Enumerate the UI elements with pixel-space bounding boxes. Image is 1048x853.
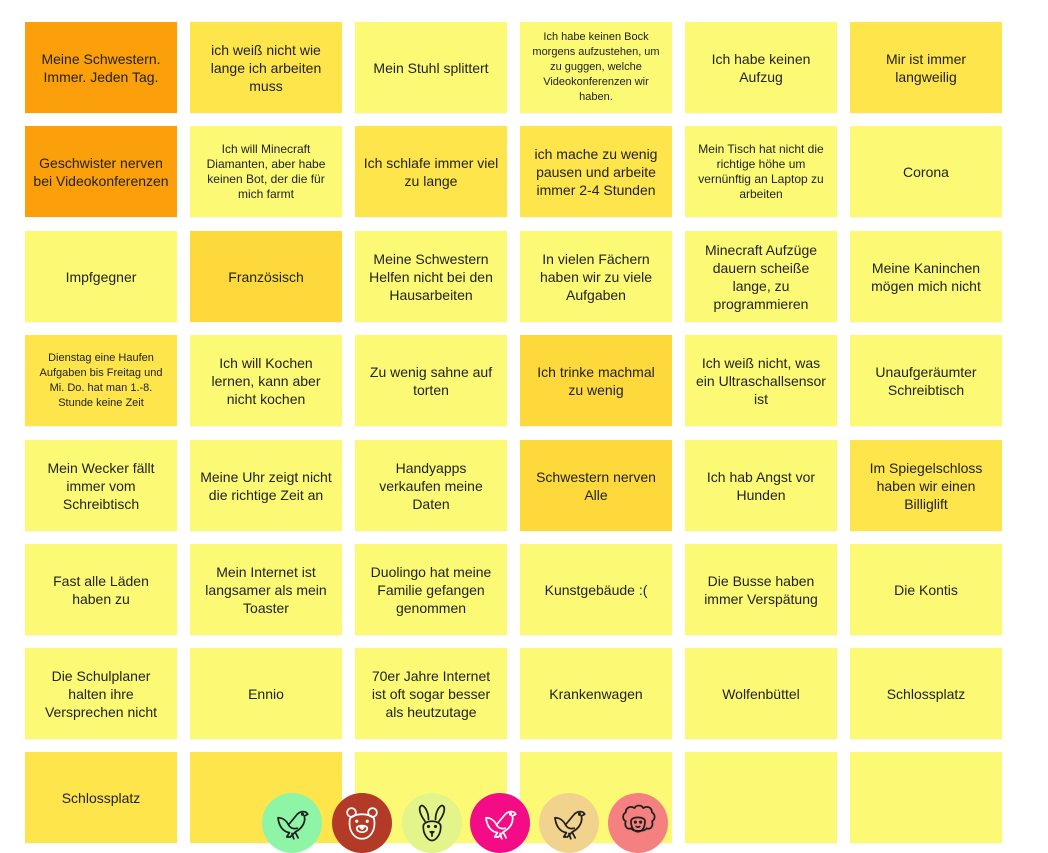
sticky-note[interactable]: Meine Uhr zeigt nicht die richtige Zeit … — [190, 440, 342, 531]
collaborator-avatar[interactable] — [470, 793, 530, 853]
bear-icon — [341, 802, 383, 844]
sticky-note[interactable]: Im Spiegelschloss haben wir einen Billig… — [850, 440, 1002, 531]
sticky-note[interactable]: Meine Schwestern Helfen nicht bei den Ha… — [355, 231, 507, 322]
sticky-note[interactable]: Zu wenig sahne auf torten — [355, 335, 507, 426]
sticky-note[interactable]: Krankenwagen — [520, 648, 672, 739]
sticky-note[interactable]: Die Schulplaner halten ihre Versprechen … — [25, 648, 177, 739]
sticky-note[interactable]: In vielen Fächern haben wir zu viele Auf… — [520, 231, 672, 322]
sticky-note[interactable]: Fast alle Läden haben zu — [25, 544, 177, 635]
collaborator-avatar[interactable] — [262, 793, 322, 853]
rabbit-icon — [411, 802, 453, 844]
sticky-note[interactable]: Impfgegner — [25, 231, 177, 322]
sticky-note[interactable]: Ich will Minecraft Diamanten, aber habe … — [190, 126, 342, 217]
bird-icon — [548, 802, 590, 844]
collaborator-avatar[interactable] — [332, 793, 392, 853]
sticky-note[interactable]: Handyapps verkaufen meine Daten — [355, 440, 507, 531]
sticky-note[interactable]: Minecraft Aufzüge dauern scheiße lange, … — [685, 231, 837, 322]
sticky-note[interactable] — [850, 752, 1002, 843]
sticky-note[interactable] — [685, 752, 837, 843]
sticky-note[interactable]: ich weiß nicht wie lange ich arbeiten mu… — [190, 22, 342, 113]
sticky-note[interactable]: Mein Stuhl splittert — [355, 22, 507, 113]
sticky-note[interactable]: Mir ist immer langweilig — [850, 22, 1002, 113]
sticky-note[interactable]: Duolingo hat meine Familie gefangen geno… — [355, 544, 507, 635]
sticky-note[interactable]: Ich weiß nicht, was ein Ultraschallsenso… — [685, 335, 837, 426]
sticky-note[interactable]: Die Kontis — [850, 544, 1002, 635]
sticky-note[interactable]: Die Busse haben immer Verspätung — [685, 544, 837, 635]
sticky-note[interactable]: Mein Wecker fällt immer vom Schreibtisch — [25, 440, 177, 531]
sticky-note[interactable]: Unaufgeräumter Schreibtisch — [850, 335, 1002, 426]
sticky-note[interactable]: Corona — [850, 126, 1002, 217]
collaborator-avatar[interactable] — [402, 793, 462, 853]
sticky-note[interactable]: Kunstgebäude :( — [520, 544, 672, 635]
sticky-note[interactable]: Ich habe keinen Bock morgens aufzustehen… — [520, 22, 672, 113]
sticky-note[interactable]: Französisch — [190, 231, 342, 322]
sticky-note[interactable]: Ich habe keinen Aufzug — [685, 22, 837, 113]
sticky-note[interactable]: Mein Tisch hat nicht die richtige höhe u… — [685, 126, 837, 217]
sticky-note[interactable]: Ich trinke machmal zu wenig — [520, 335, 672, 426]
bird-icon — [271, 802, 313, 844]
sticky-note[interactable]: Wolfenbüttel — [685, 648, 837, 739]
sticky-note[interactable]: Geschwister nerven bei Videokonferenzen — [25, 126, 177, 217]
sticky-note[interactable]: Dienstag eine Haufen Aufgaben bis Freita… — [25, 335, 177, 426]
sticky-note[interactable]: Ich schlafe immer viel zu lange — [355, 126, 507, 217]
sticky-note[interactable]: Schlossplatz — [850, 648, 1002, 739]
bird-icon — [479, 802, 521, 844]
sticky-note[interactable]: Schwestern nerven Alle — [520, 440, 672, 531]
collaborator-avatar[interactable] — [608, 793, 668, 853]
sticky-note[interactable]: Ich will Kochen lernen, kann aber nicht … — [190, 335, 342, 426]
sticky-note[interactable]: Meine Kaninchen mögen mich nicht — [850, 231, 1002, 322]
sheep-icon — [617, 802, 659, 844]
sticky-note[interactable]: Meine Schwestern. Immer. Jeden Tag. — [25, 22, 177, 113]
sticky-note[interactable]: Schlossplatz — [25, 752, 177, 843]
collaborator-avatar[interactable] — [539, 793, 599, 853]
sticky-note[interactable]: Ennio — [190, 648, 342, 739]
sticky-note[interactable]: ich mache zu wenig pausen und arbeite im… — [520, 126, 672, 217]
sticky-note[interactable]: 70er Jahre Internet ist oft sogar besser… — [355, 648, 507, 739]
sticky-note[interactable]: Mein Internet ist langsamer als mein Toa… — [190, 544, 342, 635]
sticky-note[interactable]: Ich hab Angst vor Hunden — [685, 440, 837, 531]
